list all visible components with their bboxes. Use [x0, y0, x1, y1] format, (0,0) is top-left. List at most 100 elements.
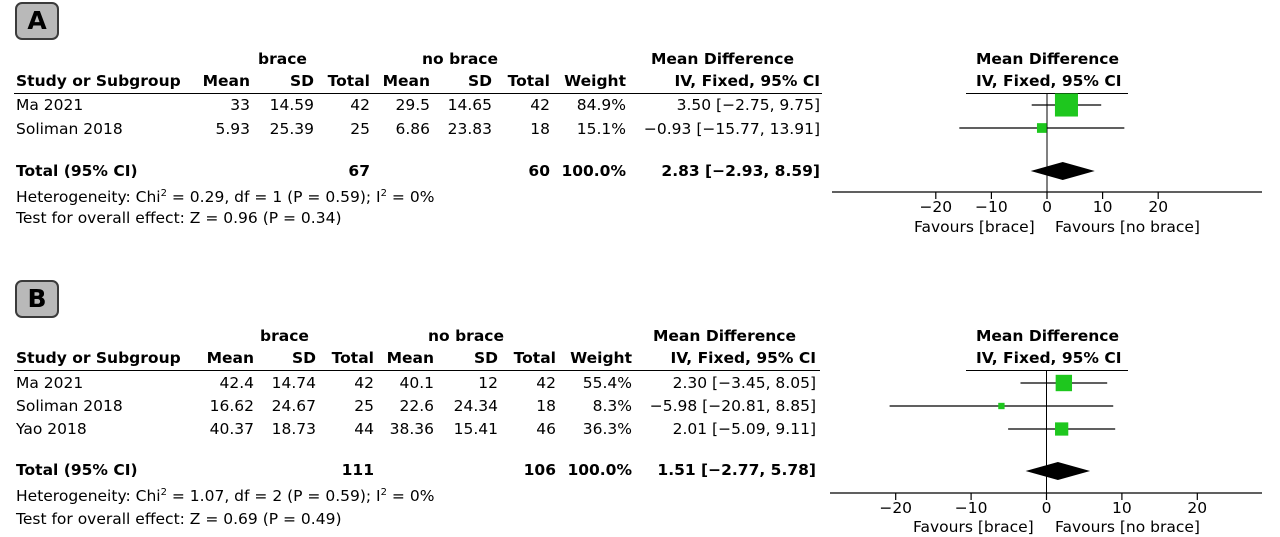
total-n-1: 111 — [341, 461, 374, 479]
x-tick-label: −10 — [975, 198, 1008, 216]
mean-2: 22.6 — [399, 397, 434, 415]
col-header-mean-2: Mean — [386, 349, 434, 367]
header-rule — [14, 93, 822, 94]
x-tick-label: 0 — [1042, 499, 1052, 517]
col-header-sd-2: SD — [473, 349, 498, 367]
study-name: Soliman 2018 — [16, 397, 123, 415]
sd-1: 14.74 — [271, 374, 316, 392]
total-2: 46 — [536, 420, 556, 438]
group-header-no-brace: no brace — [422, 50, 498, 68]
group-header-brace: brace — [258, 50, 307, 68]
col-header-total-2: Total — [513, 349, 556, 367]
col-header-sd-1: SD — [291, 349, 316, 367]
study-name: Yao 2018 — [16, 420, 87, 438]
group-header-brace: brace — [260, 327, 309, 345]
mean-2: 6.86 — [395, 120, 430, 138]
forest-plot-panel-a: A brace no brace Mean Difference Mean Di… — [0, 0, 1280, 268]
favours-left-label: Favours [brace] — [914, 218, 1035, 236]
total-1: 25 — [350, 120, 370, 138]
total-2: 42 — [536, 374, 556, 392]
favours-right-label: Favours [no brace] — [1055, 518, 1200, 536]
col-header-sd-2: SD — [467, 72, 492, 90]
weight: 15.1% — [576, 120, 626, 138]
sd-1: 18.73 — [271, 420, 316, 438]
panel-label-a: A — [15, 2, 59, 40]
ci-text: 2.01 [−5.09, 9.11] — [672, 420, 816, 438]
forest-plot-b: −20 −10 0 10 20 — [830, 371, 1262, 517]
study-marker — [1055, 422, 1069, 436]
total-n-1: 67 — [348, 162, 370, 180]
total-1: 25 — [354, 397, 374, 415]
x-tick-label: −20 — [879, 499, 912, 517]
weight: 84.9% — [576, 96, 626, 114]
col-header-total-1: Total — [331, 349, 374, 367]
col-header-mean-2: Mean — [382, 72, 430, 90]
total-1: 42 — [354, 374, 374, 392]
mean-1: 33 — [230, 96, 250, 114]
col-header-study: Study or Subgroup — [16, 349, 181, 367]
sd-2: 12 — [478, 374, 498, 392]
total-label: Total (95% CI) — [16, 162, 138, 180]
plot-header-rule — [966, 93, 1128, 94]
weight: 55.4% — [582, 374, 632, 392]
total-n-2: 106 — [523, 461, 556, 479]
weight: 36.3% — [582, 420, 632, 438]
group-header-mean-diff: Mean Difference — [653, 327, 796, 345]
plot-header-mean-diff: Mean Difference — [976, 50, 1119, 68]
favours-left-label: Favours [brace] — [913, 518, 1034, 536]
mean-1: 16.62 — [209, 397, 254, 415]
mean-2: 40.1 — [399, 374, 434, 392]
col-header-study: Study or Subgroup — [16, 72, 181, 90]
favours-right-label: Favours [no brace] — [1055, 218, 1200, 236]
mean-2: 38.36 — [389, 420, 434, 438]
study-name: Ma 2021 — [16, 96, 84, 114]
total-2: 18 — [530, 120, 550, 138]
sd-1: 25.39 — [269, 120, 314, 138]
plot-col-header-ci: IV, Fixed, 95% CI — [976, 72, 1122, 90]
ci-text: 3.50 [−2.75, 9.75] — [676, 96, 820, 114]
sd-1: 14.59 — [269, 96, 314, 114]
x-tick-label: 20 — [1187, 499, 1207, 517]
col-header-weight: Weight — [570, 349, 632, 367]
group-header-mean-diff: Mean Difference — [651, 50, 794, 68]
x-tick-label: 20 — [1148, 198, 1168, 216]
total-ci-text: 1.51 [−2.77, 5.78] — [657, 461, 816, 479]
panel-label-b: B — [15, 280, 59, 318]
total-2: 18 — [536, 397, 556, 415]
weight: 8.3% — [592, 397, 632, 415]
study-marker — [998, 402, 1005, 410]
forest-plot-panel-b: B brace no brace Mean Difference Mean Di… — [0, 278, 1280, 537]
overall-effect-text: Test for overall effect: Z = 0.69 (P = 0… — [16, 510, 342, 528]
ci-text: −5.98 [−20.81, 8.85] — [649, 397, 816, 415]
total-label: Total (95% CI) — [16, 461, 138, 479]
study-name: Soliman 2018 — [16, 120, 123, 138]
x-tick-label: 10 — [1093, 198, 1113, 216]
study-marker — [1055, 374, 1073, 392]
sd-2: 23.83 — [447, 120, 492, 138]
sd-2: 15.41 — [453, 420, 498, 438]
ci-text: −0.93 [−15.77, 13.91] — [643, 120, 820, 138]
mean-1: 40.37 — [209, 420, 254, 438]
col-header-sd-1: SD — [289, 72, 314, 90]
sd-1: 24.67 — [271, 397, 316, 415]
summary-diamond — [1030, 162, 1095, 180]
col-header-total-2: Total — [507, 72, 550, 90]
summary-diamond — [1025, 462, 1091, 480]
plot-col-header-ci: IV, Fixed, 95% CI — [976, 349, 1122, 367]
mean-2: 29.5 — [395, 96, 430, 114]
plot-header-rule — [966, 370, 1128, 371]
heterogeneity-text: Heterogeneity: Chi2 = 0.29, df = 1 (P = … — [16, 188, 435, 206]
x-tick-label: 0 — [1042, 198, 1052, 216]
plot-header-mean-diff: Mean Difference — [976, 327, 1119, 345]
col-header-weight: Weight — [564, 72, 626, 90]
sd-2: 14.65 — [447, 96, 492, 114]
group-header-no-brace: no brace — [428, 327, 504, 345]
mean-1: 5.93 — [215, 120, 250, 138]
x-tick-label: −20 — [919, 198, 952, 216]
total-weight: 100.0% — [567, 461, 632, 479]
x-tick-label: 10 — [1112, 499, 1132, 517]
heterogeneity-text: Heterogeneity: Chi2 = 1.07, df = 2 (P = … — [16, 487, 435, 505]
col-header-mean-1: Mean — [206, 349, 254, 367]
mean-1: 42.4 — [219, 374, 254, 392]
total-1: 44 — [354, 420, 374, 438]
